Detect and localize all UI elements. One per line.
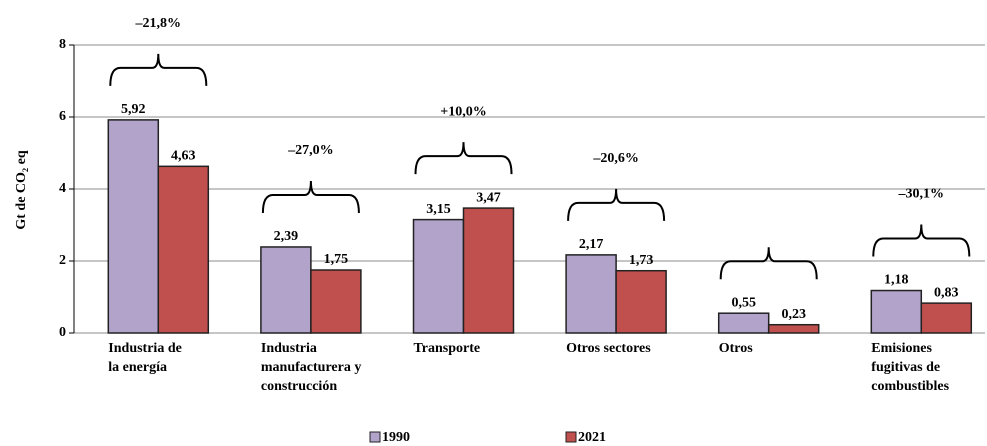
bar [157,165,210,334]
x-tick-label: Industria de la energía [108,341,182,375]
data-label: 0,55 [731,295,756,310]
data-label: 1,73 [629,253,654,268]
x-tick-line: Transporte [414,341,481,356]
bar [310,269,362,334]
bar [870,289,923,334]
bar [260,246,312,334]
bar [717,312,770,334]
data-label: 1,18 [884,273,909,288]
x-tick-label: Transporte [414,341,481,356]
x-tick-line: manufacturera y [261,360,361,375]
annotation: +10,0% [440,104,486,119]
data-label: 4,63 [171,149,196,164]
legend-label: 2021 [578,430,606,445]
bar [107,119,160,334]
bar [767,323,820,334]
x-tick-line: Otros sectores [566,341,651,356]
annotation: –27,0% [287,143,334,158]
bar [412,218,465,334]
bar [615,269,667,334]
x-tick-label: Otros sectores [566,341,651,356]
legend-swatch [369,431,381,443]
x-tick-line: Emisiones [871,341,932,356]
data-label: 0,83 [934,285,959,300]
bracket [567,188,666,221]
data-label: 3,47 [476,190,501,205]
bracket [109,53,208,86]
data-label: 0,23 [781,307,806,322]
bracket [872,224,971,257]
y-tick-label: 8 [59,37,66,52]
bar [920,302,973,334]
bracket [414,142,513,175]
legend-label: 1990 [382,430,410,445]
bar [565,254,617,334]
data-label: 3,15 [426,202,451,217]
data-label: 1,75 [324,252,349,267]
x-tick-label: Emisiones fugitivas de combustibles [871,341,949,394]
x-tick-label: Otros [719,341,754,356]
x-tick-line: Otros [719,341,754,356]
y-tick-label: 6 [59,109,66,124]
y-tick-label: 2 [59,253,66,268]
y-tick-label: 0 [59,325,66,340]
x-tick-label: Industria manufacturera y construcción [261,341,361,394]
data-label: 2,17 [579,237,604,252]
y-axis-label: Gt de CO₂ eq [14,150,29,229]
bracket [261,180,360,213]
y-tick-label: 4 [59,181,66,196]
bar [462,207,515,334]
bracket [719,247,818,280]
data-label: 5,92 [121,102,146,117]
annotation: –21,8% [135,16,182,31]
x-tick-line: construcción [261,379,337,394]
x-tick-line: Industria [261,341,317,356]
x-tick-line: fugitivas de [871,360,940,375]
legend-swatch [565,431,577,443]
annotation: –30,1% [898,187,945,202]
x-tick-line: Industria de [108,341,182,356]
x-tick-line: la energía [108,360,167,375]
data-label: 2,39 [274,229,299,244]
x-tick-line: combustibles [871,379,949,394]
annotation: –20,6% [592,151,639,166]
